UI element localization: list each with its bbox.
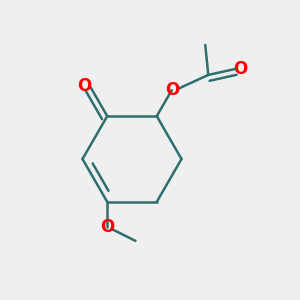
Text: O: O: [234, 60, 248, 78]
Text: O: O: [165, 81, 179, 99]
Text: O: O: [100, 218, 114, 236]
Text: O: O: [77, 77, 91, 95]
